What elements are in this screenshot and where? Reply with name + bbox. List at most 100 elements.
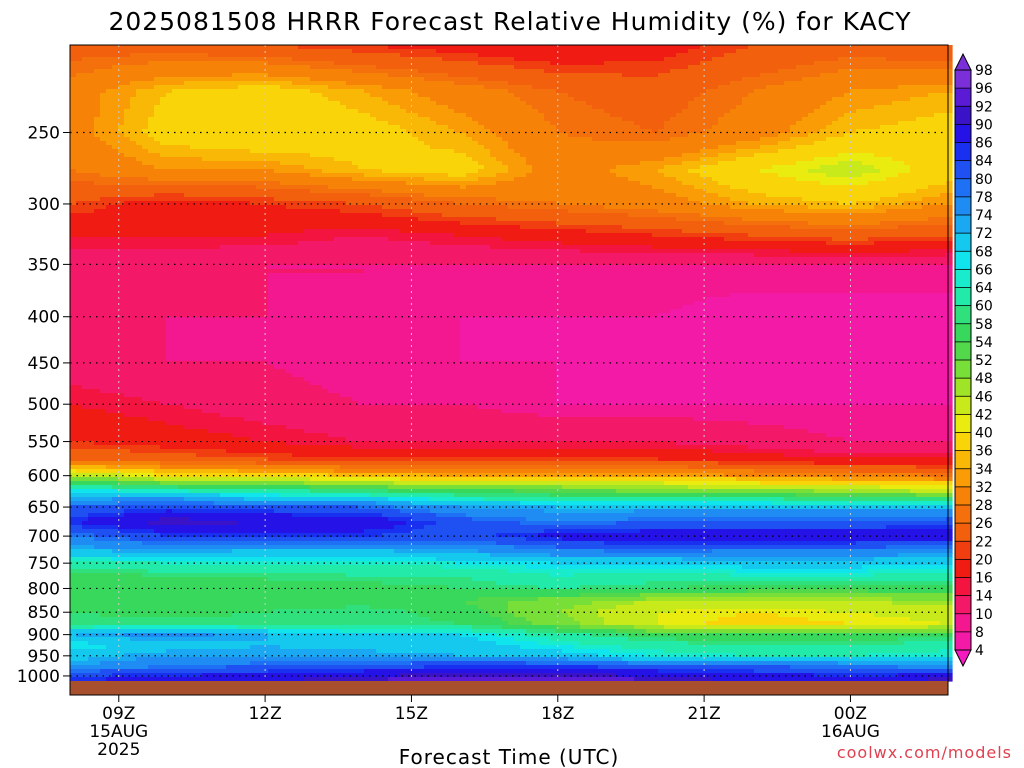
rh-cell (478, 161, 485, 166)
rh-cell (658, 93, 665, 98)
rh-cell (346, 145, 353, 150)
rh-cell (556, 49, 563, 54)
rh-cell (412, 73, 419, 78)
rh-cell (178, 113, 185, 118)
rh-cell (220, 161, 227, 166)
rh-cell (928, 89, 935, 94)
rh-cell (586, 169, 593, 174)
rh-cell (856, 137, 863, 142)
rh-cell (616, 161, 623, 166)
rh-cell (280, 69, 287, 74)
rh-cell (394, 113, 401, 118)
rh-cell (508, 157, 515, 162)
rh-cell (172, 169, 179, 174)
rh-cell (130, 89, 137, 94)
rh-cell (646, 101, 653, 106)
rh-cell (334, 157, 341, 162)
rh-cell (532, 117, 539, 122)
rh-cell (766, 97, 773, 102)
rh-cell (232, 93, 239, 98)
rh-cell (400, 153, 407, 158)
rh-cell (754, 57, 761, 62)
rh-cell (136, 153, 143, 158)
rh-cell (844, 61, 851, 66)
rh-cell (232, 113, 239, 118)
rh-cell (460, 113, 467, 118)
rh-cell (286, 145, 293, 150)
rh-cell (334, 133, 341, 138)
rh-cell (598, 93, 605, 98)
rh-cell (946, 89, 953, 94)
rh-cell (406, 73, 413, 78)
rh-cell (622, 141, 629, 146)
rh-cell (592, 169, 599, 174)
rh-cell (934, 137, 941, 142)
rh-cell (304, 61, 311, 66)
rh-cell (118, 169, 125, 174)
rh-cell (424, 129, 431, 134)
rh-cell (268, 73, 275, 78)
rh-cell (526, 157, 533, 162)
rh-cell (610, 121, 617, 126)
rh-cell (892, 73, 899, 78)
rh-cell (802, 105, 809, 110)
rh-cell (232, 81, 239, 86)
rh-cell (196, 53, 203, 58)
rh-cell (766, 109, 773, 114)
rh-cell (652, 153, 659, 158)
rh-cell (694, 169, 701, 174)
rh-cell (514, 97, 521, 102)
rh-cell (136, 49, 143, 54)
rh-cell (808, 125, 815, 130)
rh-cell (436, 49, 443, 54)
rh-cell (280, 57, 287, 62)
rh-cell (70, 113, 77, 118)
rh-cell (226, 97, 233, 102)
rh-cell (304, 69, 311, 74)
rh-cell (460, 165, 467, 170)
rh-cell (274, 161, 281, 166)
rh-cell (856, 157, 863, 162)
rh-cell (670, 65, 677, 70)
rh-cell (190, 153, 197, 158)
rh-cell (760, 69, 767, 74)
rh-cell (562, 93, 569, 98)
rh-cell (76, 45, 83, 50)
rh-cell (940, 133, 947, 138)
rh-cell (802, 85, 809, 90)
rh-cell (622, 101, 629, 106)
rh-cell (388, 69, 395, 74)
rh-cell (316, 85, 323, 90)
rh-cell (382, 69, 389, 74)
rh-cell (196, 177, 203, 182)
rh-cell (226, 125, 233, 130)
rh-cell (730, 141, 737, 146)
rh-cell (658, 169, 665, 174)
rh-cell (454, 57, 461, 62)
rh-cell (616, 141, 623, 146)
rh-cell (640, 153, 647, 158)
rh-cell (268, 93, 275, 98)
rh-cell (772, 165, 779, 170)
rh-cell (868, 85, 875, 90)
rh-cell (328, 165, 335, 170)
rh-cell (202, 177, 209, 182)
rh-cell (286, 157, 293, 162)
rh-cell (754, 93, 761, 98)
rh-cell (586, 49, 593, 54)
rh-cell (358, 57, 365, 62)
rh-cell (856, 93, 863, 98)
rh-cell (82, 125, 89, 130)
rh-cell (706, 69, 713, 74)
rh-cell (466, 85, 473, 90)
rh-cell (700, 97, 707, 102)
rh-cell (556, 141, 563, 146)
rh-cell (190, 137, 197, 142)
rh-cell (214, 145, 221, 150)
rh-cell (754, 105, 761, 110)
rh-cell (316, 137, 323, 142)
rh-cell (496, 89, 503, 94)
rh-cell (688, 85, 695, 90)
rh-cell (184, 129, 191, 134)
rh-cell (508, 177, 515, 182)
